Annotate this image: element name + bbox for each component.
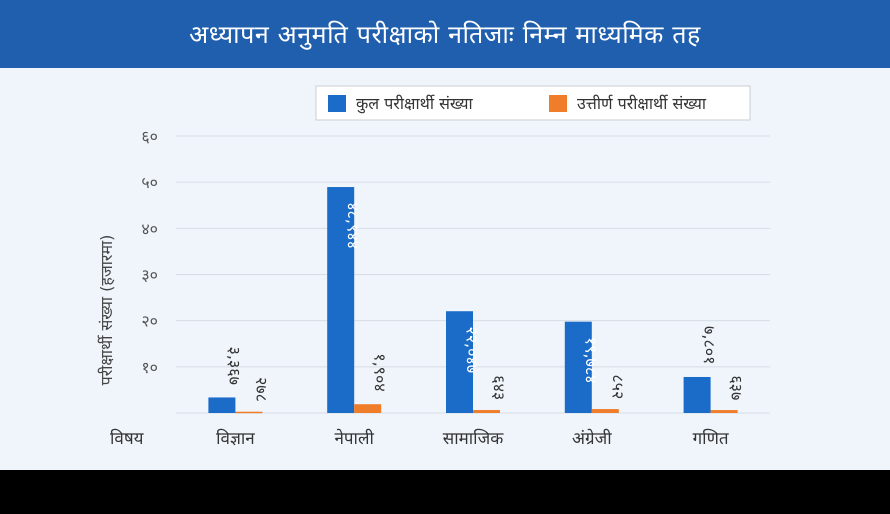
data-label: ७,८०१: [700, 326, 719, 364]
y-axis-label: परीक्षार्थी संख्या (हजारमा): [97, 235, 116, 386]
legend-box: [315, 85, 751, 121]
legend-swatch-passed: [549, 95, 567, 112]
x-tick-label: नेपाली: [334, 428, 374, 449]
y-tick-label: ४०: [141, 219, 158, 238]
data-label: २७८: [252, 377, 271, 402]
x-tick-label: सामाजिक: [443, 428, 504, 449]
bar-total: [208, 397, 236, 413]
bar-chart: १० २० ३० ४० ५० ६० विज्ञान नेपाली सामाजिक अंग्रेजी…: [97, 85, 770, 449]
data-label: ६३७: [727, 375, 746, 400]
bar-passed: [235, 411, 263, 414]
bars: ३,३६७ २७८ ४८,९४४ १,९०४ २२,०४७ ६४३ १९,७८४ ८५२ ७,८…: [208, 187, 746, 414]
bar-total: [327, 187, 355, 413]
bar-total: [683, 376, 711, 413]
bar-passed: [354, 404, 382, 413]
data-label: ८५२: [608, 374, 627, 399]
bar-passed: [591, 409, 619, 413]
x-tick-label: गणित: [693, 428, 729, 449]
y-tick-label: ३०: [141, 266, 158, 285]
data-label: १९,७८४: [581, 337, 600, 384]
page-title: अध्यापन अनुमति परीक्षाको नतिजाः निम्न मा…: [189, 20, 701, 49]
y-tick-label: ५०: [141, 173, 158, 192]
x-tick-label: विज्ञान: [216, 428, 255, 449]
axes: १० २० ३० ४० ५० ६० विज्ञान नेपाली सामाजिक अंग्रेजी…: [141, 127, 729, 449]
data-label: १,९०४: [371, 353, 390, 391]
y-tick-label: ६०: [141, 127, 158, 146]
bar-total: [564, 321, 592, 413]
bar-passed: [710, 410, 738, 413]
grid-lines: [176, 135, 770, 414]
legend-swatch-total: [328, 95, 346, 112]
bar-total: [446, 311, 473, 413]
x-tick-label: अंग्रेजी: [572, 428, 612, 449]
legend: कुल परीक्षार्थी संख्या उत्तीर्ण परीक्षार…: [315, 85, 751, 121]
chart-panel: १० २० ३० ४० ५० ६० विज्ञान नेपाली सामाजिक अंग्रेजी…: [0, 68, 890, 470]
legend-label-passed: उत्तीर्ण परीक्षार्थी संख्या: [577, 94, 707, 113]
footer-bar: [0, 470, 890, 514]
data-label: २२,०४७: [463, 326, 482, 373]
data-label: ४८,९४४: [344, 202, 363, 249]
x-axis-label: विषय: [110, 428, 145, 449]
header-bar: अध्यापन अनुमति परीक्षाको नतिजाः निम्न मा…: [0, 0, 890, 68]
bar-passed: [473, 410, 500, 413]
legend-label-total: कुल परीक्षार्थी संख्या: [356, 94, 474, 114]
data-label: ६४३: [490, 375, 509, 400]
y-tick-label: १०: [141, 358, 158, 377]
y-tick-label: २०: [141, 312, 158, 331]
data-label: ३,३६७: [225, 347, 244, 385]
